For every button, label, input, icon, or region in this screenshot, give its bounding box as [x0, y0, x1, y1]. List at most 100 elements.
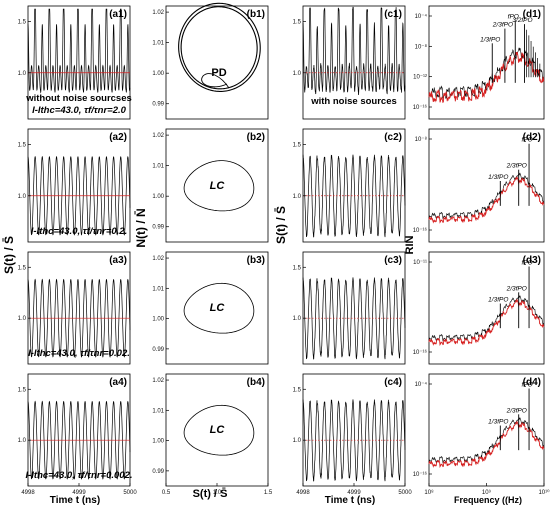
c4-xtick-label: 4998: [296, 490, 310, 496]
a1-ytick-label: 1.0: [18, 71, 27, 77]
panel-d3: (d3) 10⁻¹¹ 10⁻¹⁶ 1/3fPO 2/3fPO fPO: [413, 251, 545, 365]
a4-xtick-label: 5000: [123, 490, 137, 496]
c4-panel-label: (c4): [384, 377, 402, 388]
c1-frame: [302, 5, 406, 120]
c2-ytick-label: 1.0: [293, 194, 302, 200]
d3-peak-label: 2/3fPO: [506, 285, 527, 292]
d2-ytick-label: 10⁻¹⁶: [413, 227, 428, 234]
b4-xtick-label: 1.5: [264, 490, 273, 496]
a2-series-line: [27, 155, 131, 236]
c2-ytick-label: 1.5: [293, 142, 302, 148]
panel-d4: (d4) 10⁻⁴ 10⁻¹⁶ 1/3fPO 2/3fPO fPO 10⁸ 10⁹ 10¹⁰: [413, 373, 550, 496]
c4-xtick-label: 4999: [347, 490, 361, 496]
panel-a3: (a3) 1.0 1.5: [18, 251, 131, 365]
b4-ytick-label: 0.99: [152, 469, 164, 475]
a3-series-line: [27, 278, 131, 358]
d4-ytick-label: 10⁻⁴: [415, 381, 428, 388]
a1-annotation-noise: without noise sourcses: [25, 93, 132, 104]
a2-frame: [27, 128, 131, 243]
panel-d2: (d2) 10⁻⁸ 10⁻¹⁶ 1/3fPO 2/3fPO fPO: [413, 128, 545, 243]
col-b-ylabel: N(t) / N̄: [134, 208, 148, 247]
d4-peak-label: fPO: [521, 382, 532, 389]
a1-annotation-params: I-Ithc=43.0, τf/τnr=2.0: [32, 105, 127, 116]
a2-ytick-label: 1.5: [18, 142, 27, 148]
c1-ytick-label: 1.0: [293, 71, 302, 77]
d2-ytick-label: 10⁻⁸: [415, 136, 428, 143]
col-c-ylabel: S(t) / S̄: [274, 206, 288, 244]
panel-d1: (d1) 10⁻⁴ 10⁻⁸ 10⁻¹² 10⁻¹⁶ 1/3fPO 2/3fPOfPO3/2…: [413, 5, 545, 120]
a4-annotation: I-Ithc=43.0, τf/τnr=0.002.: [25, 470, 132, 481]
a4-xtick-label: 4998: [21, 490, 35, 496]
d3-ytick-label: 10⁻¹¹: [413, 260, 427, 266]
d1-frame: [428, 5, 545, 120]
panel-b2: (b2) 0.99 1.00 1.01 1.02 LC: [152, 128, 269, 243]
c3-panel-label: (c3): [384, 255, 402, 266]
b2-ytick-label: 1.00: [152, 194, 164, 200]
panel-c2: (c2) 1.0 1.5: [293, 128, 406, 243]
b1-frame: [165, 5, 269, 120]
a3-panel-label: (a3): [109, 255, 127, 266]
c3-frame: [302, 251, 406, 365]
d1-ytick-label: 10⁻¹⁶: [413, 104, 428, 111]
a4-ytick-label: 1.0: [18, 438, 27, 444]
b3-ytick-label: 1.01: [152, 286, 164, 292]
a4-ytick-label: 1.5: [18, 387, 27, 393]
xlabel-b: S(t) / S̄: [193, 488, 228, 500]
b4-ytick-label: 1.02: [152, 378, 164, 384]
a2-panel-label: (a2): [109, 132, 127, 143]
a4-series-line: [27, 400, 131, 480]
xlabel-c: Time t (ns): [325, 495, 375, 506]
d2-peak-label: 1/3fPO: [488, 174, 508, 181]
a3-ytick-label: 1.0: [18, 316, 27, 322]
d4-ytick-label: 10⁻¹⁶: [413, 471, 428, 478]
d4-xtick-label: 10¹⁰: [538, 489, 550, 496]
d1-ytick-label: 10⁻¹²: [413, 75, 427, 81]
panel-b1: (b1) 0.99 1.00 1.01 1.02 PD: [152, 2, 269, 120]
panel-a1: (a1) 1.0 1.5: [18, 5, 131, 120]
d2-peak-label: 2/3fPO: [506, 163, 527, 170]
b3-ytick-label: 0.99: [152, 347, 164, 353]
b1-loop-0: [178, 2, 261, 92]
a3-annotation: I-Ithc=43.0, τf/τnr=0.02.: [28, 348, 130, 359]
b4-inner-label: LC: [210, 424, 226, 436]
panel-c4: (c4) 1.0 1.5 4998 4999 5000: [293, 373, 412, 496]
d3-frame: [428, 251, 545, 365]
d3-peak-label: 1/3fPO: [488, 297, 508, 304]
d3-peak-label: fPO: [521, 260, 532, 267]
c1-panel-label: (c1): [384, 9, 402, 20]
a3-ytick-label: 1.5: [18, 265, 27, 271]
b2-ytick-label: 0.99: [152, 225, 164, 231]
panel-a2: (a2) 1.0 1.5: [18, 128, 131, 243]
panel-b4: (b4) 0.99 1.00 1.01 1.02 LC 0.5 1.0 1.5: [152, 373, 273, 496]
b2-frame: [165, 128, 269, 243]
b4-xtick-label: 0.5: [162, 490, 171, 496]
b4-panel-label: (b4): [247, 377, 265, 388]
c4-xtick-label: 5000: [398, 490, 412, 496]
b4-limit-cycle: [183, 404, 255, 456]
a2-annotation: I-Ithc=43.0, τf/τnr=0.2.: [31, 226, 127, 237]
a1-panel-label: (a1): [109, 9, 127, 20]
a2-ytick-label: 1.0: [18, 194, 27, 200]
d1-ytick-label: 10⁻⁸: [415, 43, 428, 50]
c4-ytick-label: 1.0: [293, 438, 302, 444]
a1-frame: [27, 5, 131, 120]
a1-ytick-label: 1.5: [18, 19, 27, 25]
col-a-ylabel: S(t) / S̄: [2, 236, 16, 274]
d1-peak-label: 2/3fPO: [492, 22, 513, 29]
c3-ytick-label: 1.5: [293, 265, 302, 271]
b1-cusp: [201, 73, 230, 89]
panel-c1: (c1) 1.0 1.5: [293, 5, 406, 120]
d1-panel-label: (d1): [523, 9, 541, 20]
d3-panel-label: (d3): [523, 255, 541, 266]
d2-spectrum-noisy: [428, 176, 545, 224]
b3-ytick-label: 1.02: [152, 256, 164, 262]
a3-frame: [27, 251, 131, 365]
d4-xtick-label: 10⁸: [424, 489, 434, 496]
c2-panel-label: (c2): [384, 132, 402, 143]
panel-b3: (b3) 0.99 1.00 1.01 1.02 LC: [152, 251, 269, 365]
b1-ytick-label: 1.00: [152, 71, 164, 77]
b3-frame: [165, 251, 269, 365]
d2-panel-label: (d2): [523, 132, 541, 143]
b3-inner-label: LC: [210, 302, 226, 314]
c4-series-line: [302, 399, 406, 482]
